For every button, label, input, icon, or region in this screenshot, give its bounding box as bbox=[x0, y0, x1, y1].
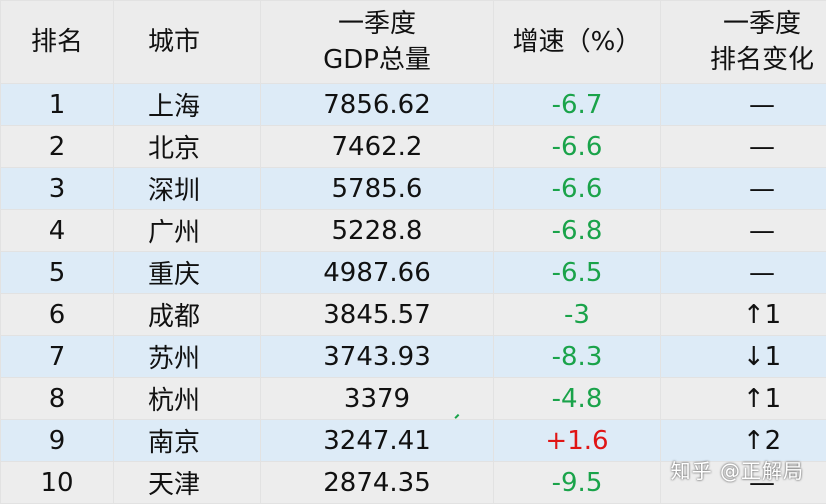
header-rank[interactable]: 排名 bbox=[0, 0, 114, 84]
cell-rank-change[interactable]: — bbox=[660, 167, 826, 210]
cell-city[interactable]: 苏州 bbox=[113, 335, 261, 378]
cell-gdp[interactable]: 3247.41 bbox=[260, 419, 494, 462]
cell-growth[interactable]: -3 bbox=[493, 293, 661, 336]
cell-city[interactable]: 重庆 bbox=[113, 251, 261, 294]
header-rank-label: 排名 bbox=[30, 27, 83, 57]
cell-rank-change[interactable]: — bbox=[660, 209, 826, 252]
cell-rank[interactable]: 8 bbox=[0, 377, 114, 420]
cell-growth[interactable]: -6.7 bbox=[493, 83, 661, 126]
table-body: 1 上海 7856.62 -6.7—2 北京 7462.2 -6.6—3 深圳 5785.6 -6… bbox=[0, 83, 826, 504]
cell-growth[interactable]: -6.6 bbox=[493, 125, 661, 168]
cell-gdp[interactable]: 3379 bbox=[260, 377, 494, 420]
cell-rank[interactable]: 3 bbox=[0, 167, 114, 210]
cell-growth[interactable]: -6.5 bbox=[493, 251, 661, 294]
cell-rank-change[interactable]: ↑1 bbox=[660, 377, 826, 420]
cell-growth[interactable]: -9.5 bbox=[493, 461, 661, 504]
watermark: 知乎 @正解局 bbox=[670, 459, 804, 483]
header-row: 排名 城市 一季度 GDP总量 增速（%） 一季度 排名变化 bbox=[0, 0, 826, 84]
table-row[interactable]: 9 南京 3247.41 +1.6 ↑2 bbox=[0, 419, 826, 462]
cell-gdp[interactable]: 5785.6 bbox=[260, 167, 494, 210]
cell-rank-change[interactable]: ↓1 bbox=[660, 335, 826, 378]
cell-city[interactable]: 广州 bbox=[113, 209, 261, 252]
cell-city[interactable]: 成都 bbox=[113, 293, 261, 336]
cell-gdp[interactable]: 5228.8 bbox=[260, 209, 494, 252]
cell-city[interactable]: 北京 bbox=[113, 125, 261, 168]
cell-gdp[interactable]: 7856.62 bbox=[260, 83, 494, 126]
cell-gdp[interactable]: 2874.35 bbox=[260, 461, 494, 504]
cell-rank-change[interactable]: — bbox=[660, 125, 826, 168]
cell-rank[interactable]: 5 bbox=[0, 251, 114, 294]
cell-growth[interactable]: -8.3 bbox=[493, 335, 661, 378]
cell-city[interactable]: 深圳 bbox=[113, 167, 261, 210]
table-row[interactable]: 4 广州 5228.8 -6.8— bbox=[0, 209, 826, 252]
header-city-label: 城市 bbox=[148, 27, 201, 57]
cell-growth[interactable]: -6.8 bbox=[493, 209, 661, 252]
cell-rank[interactable]: 4 bbox=[0, 209, 114, 252]
header-gdp[interactable]: 一季度 GDP总量 bbox=[260, 0, 494, 84]
table-row[interactable]: 6 成都 3845.57 -3 ↑1 bbox=[0, 293, 826, 336]
cell-gdp[interactable]: 7462.2 bbox=[260, 125, 494, 168]
cell-rank[interactable]: 6 bbox=[0, 293, 114, 336]
header-growth[interactable]: 增速（%） bbox=[493, 0, 661, 84]
header-gdp-line1: 一季度 bbox=[337, 9, 416, 39]
header-change-line1: 一季度 bbox=[722, 9, 801, 39]
table-row[interactable]: 8 杭州 3379 -4.8 ↑1 bbox=[0, 377, 826, 420]
header-change-line2: 排名变化 bbox=[709, 45, 814, 75]
header-growth-label: 增速（%） bbox=[512, 27, 642, 57]
cell-city[interactable]: 上海 bbox=[113, 83, 261, 126]
cell-rank[interactable]: 7 bbox=[0, 335, 114, 378]
cell-gdp[interactable]: 3845.57 bbox=[260, 293, 494, 336]
cell-growth[interactable]: -6.6 bbox=[493, 167, 661, 210]
header-city[interactable]: 城市 bbox=[113, 0, 261, 84]
table-row[interactable]: 3 深圳 5785.6 -6.6— bbox=[0, 167, 826, 210]
cell-growth[interactable]: -4.8 bbox=[493, 377, 661, 420]
cell-rank-change[interactable]: ↑2 bbox=[660, 419, 826, 462]
cell-rank-change[interactable]: ↑1 bbox=[660, 293, 826, 336]
cell-rank[interactable]: 9 bbox=[0, 419, 114, 462]
cell-rank[interactable]: 10 bbox=[0, 461, 114, 504]
table-row[interactable]: 10 天津 2874.35 -9.5— bbox=[0, 461, 826, 504]
cell-rank-change[interactable]: — bbox=[660, 251, 826, 294]
header-gdp-line2: GDP总量 bbox=[323, 45, 431, 75]
cell-gdp[interactable]: 4987.66 bbox=[260, 251, 494, 294]
cell-growth[interactable]: +1.6 bbox=[493, 419, 661, 462]
cell-city[interactable]: 杭州 bbox=[113, 377, 261, 420]
table-row[interactable]: 2 北京 7462.2 -6.6— bbox=[0, 125, 826, 168]
table-row[interactable]: 7 苏州 3743.93 -8.3 ↓1 bbox=[0, 335, 826, 378]
cell-city[interactable]: 南京 bbox=[113, 419, 261, 462]
cell-rank-change[interactable]: — bbox=[660, 461, 826, 504]
table-row[interactable]: 5 重庆 4987.66 -6.5— bbox=[0, 251, 826, 294]
table-row[interactable]: 1 上海 7856.62 -6.7— bbox=[0, 83, 826, 126]
cell-gdp[interactable]: 3743.93 bbox=[260, 335, 494, 378]
cell-rank-change[interactable]: — bbox=[660, 83, 826, 126]
cell-city[interactable]: 天津 bbox=[113, 461, 261, 504]
cell-rank[interactable]: 2 bbox=[0, 125, 114, 168]
cell-rank[interactable]: 1 bbox=[0, 83, 114, 126]
header-change[interactable]: 一季度 排名变化 bbox=[660, 0, 826, 84]
